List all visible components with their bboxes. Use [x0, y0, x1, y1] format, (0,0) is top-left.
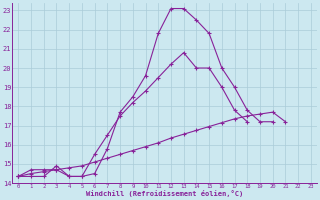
X-axis label: Windchill (Refroidissement éolien,°C): Windchill (Refroidissement éolien,°C): [86, 190, 243, 197]
